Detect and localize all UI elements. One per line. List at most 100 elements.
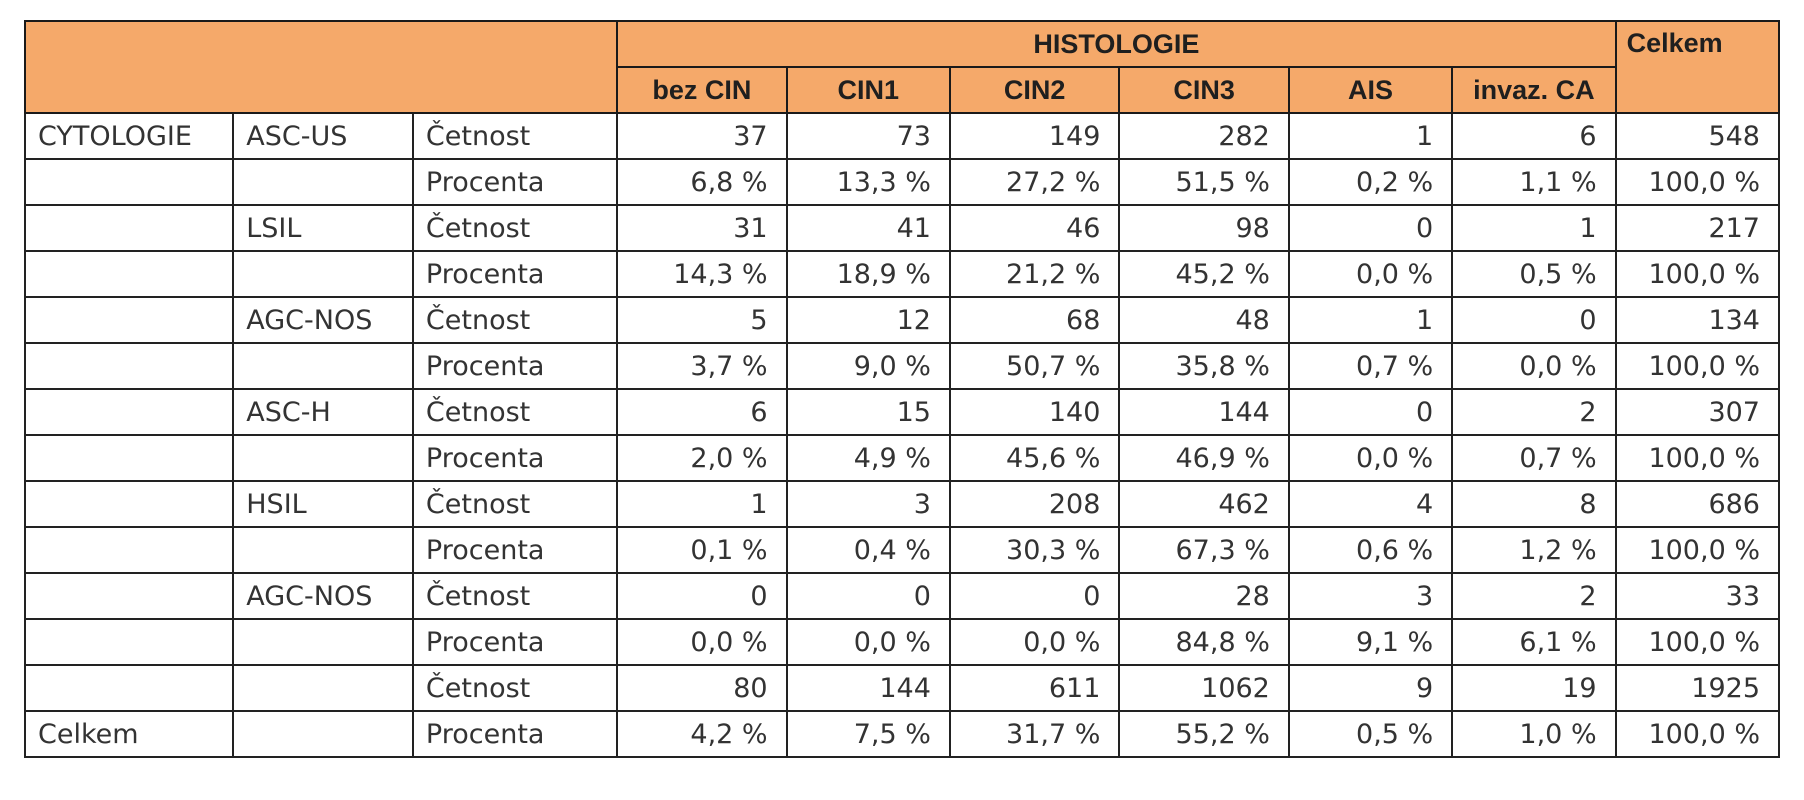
row-group-cell: [23, 664, 235, 712]
row-measure-cell: Procenta: [411, 618, 619, 666]
column-header: bez CIN: [616, 66, 788, 114]
table-row: AGC-NOS Četnost 0 0 0 28 3 2 33: [23, 572, 1781, 620]
row-category-cell: ASC-H: [232, 388, 414, 436]
row-group-cell: [23, 572, 235, 620]
value-cell: 149: [948, 112, 1121, 160]
value-cell: 12: [785, 296, 951, 344]
value-cell: 0,7 %: [1451, 434, 1617, 482]
value-cell: 208: [948, 480, 1121, 528]
value-cell: 0: [948, 572, 1121, 620]
row-category-cell: [232, 710, 414, 758]
total-cell: 1925: [1614, 664, 1781, 712]
value-cell: 67,3 %: [1118, 526, 1290, 574]
value-cell: 31,7 %: [948, 710, 1121, 758]
value-cell: 37: [616, 112, 788, 160]
value-cell: 21,2 %: [948, 250, 1121, 298]
value-cell: 3: [785, 480, 951, 528]
value-cell: 0,6 %: [1287, 526, 1454, 574]
value-cell: 1: [1451, 204, 1617, 252]
row-group-cell: [23, 618, 235, 666]
row-group-cell: [23, 388, 235, 436]
value-cell: 0: [1451, 296, 1617, 344]
value-cell: 0,0 %: [785, 618, 951, 666]
row-category-cell: [232, 250, 414, 298]
histologie-group-header: HISTOLOGIE: [616, 20, 1617, 68]
value-cell: 144: [1118, 388, 1290, 436]
value-cell: 1: [1287, 112, 1454, 160]
row-category-cell: [232, 434, 414, 482]
value-cell: 282: [1118, 112, 1290, 160]
value-cell: 18,9 %: [785, 250, 951, 298]
value-cell: 28: [1118, 572, 1290, 620]
row-category-cell: AGC-NOS: [232, 572, 414, 620]
value-cell: 84,8 %: [1118, 618, 1290, 666]
row-category-cell: [232, 158, 414, 206]
column-header: AIS: [1287, 66, 1454, 114]
table-wrapper: HISTOLOGIE Celkem bez CIN CIN1 CIN2 CIN3…: [23, 20, 1781, 758]
value-cell: 144: [785, 664, 951, 712]
row-group-cell: [23, 434, 235, 482]
value-cell: 9,1 %: [1287, 618, 1454, 666]
total-cell: 33: [1614, 572, 1781, 620]
value-cell: 1: [616, 480, 788, 528]
total-cell: 548: [1614, 112, 1781, 160]
total-cell: 100,0 %: [1614, 250, 1781, 298]
row-measure-cell: Procenta: [411, 250, 619, 298]
table-row: CYTOLOGIE ASC-US Četnost 37 73 149 282 1 6 548: [23, 112, 1781, 160]
value-cell: 6,8 %: [616, 158, 788, 206]
value-cell: 6,1 %: [1451, 618, 1617, 666]
value-cell: 45,2 %: [1118, 250, 1290, 298]
row-group-cell: Celkem: [23, 710, 235, 758]
row-measure-cell: Četnost: [411, 572, 619, 620]
value-cell: 46,9 %: [1118, 434, 1290, 482]
value-cell: 4,9 %: [785, 434, 951, 482]
value-cell: 5: [616, 296, 788, 344]
row-group-cell: [23, 526, 235, 574]
column-header: CIN3: [1118, 66, 1290, 114]
value-cell: 48: [1118, 296, 1290, 344]
row-measure-cell: Procenta: [411, 526, 619, 574]
value-cell: 1062: [1118, 664, 1290, 712]
table-row: Procenta 14,3 % 18,9 % 21,2 % 45,2 % 0,0 % 0,5…: [23, 250, 1781, 298]
value-cell: 15: [785, 388, 951, 436]
value-cell: 462: [1118, 480, 1290, 528]
row-group-cell: [23, 204, 235, 252]
table-row: LSIL Četnost 31 41 46 98 0 1 217: [23, 204, 1781, 252]
total-cell: 307: [1614, 388, 1781, 436]
row-measure-cell: Procenta: [411, 710, 619, 758]
table-row: Procenta 0,0 % 0,0 % 0,0 % 84,8 % 9,1 % 6,1 % 1…: [23, 618, 1781, 666]
value-cell: 1,1 %: [1451, 158, 1617, 206]
row-group-cell: [23, 250, 235, 298]
value-cell: 27,2 %: [948, 158, 1121, 206]
value-cell: 9,0 %: [785, 342, 951, 390]
row-measure-cell: Četnost: [411, 388, 619, 436]
row-measure-cell: Procenta: [411, 342, 619, 390]
row-category-cell: [232, 342, 414, 390]
value-cell: 7,5 %: [785, 710, 951, 758]
value-cell: 0: [616, 572, 788, 620]
table-row: ASC-H Četnost 6 15 140 144 0 2 307: [23, 388, 1781, 436]
value-cell: 3,7 %: [616, 342, 788, 390]
value-cell: 50,7 %: [948, 342, 1121, 390]
column-header: CIN2: [948, 66, 1121, 114]
value-cell: 1,2 %: [1451, 526, 1617, 574]
value-cell: 80: [616, 664, 788, 712]
value-cell: 0,5 %: [1451, 250, 1617, 298]
value-cell: 19: [1451, 664, 1617, 712]
table-row: Procenta 0,1 % 0,4 % 30,3 % 67,3 % 0,6 % 1,2 %…: [23, 526, 1781, 574]
value-cell: 68: [948, 296, 1121, 344]
total-cell: 134: [1614, 296, 1781, 344]
row-category-cell: ASC-US: [232, 112, 414, 160]
table-row: Procenta 2,0 % 4,9 % 45,6 % 46,9 % 0,0 % 0,7 %…: [23, 434, 1781, 482]
row-group-cell: CYTOLOGIE: [23, 112, 235, 160]
row-category-cell: [232, 618, 414, 666]
total-cell: 100,0 %: [1614, 526, 1781, 574]
total-cell: 100,0 %: [1614, 158, 1781, 206]
total-column-header: Celkem: [1614, 20, 1781, 114]
value-cell: 8: [1451, 480, 1617, 528]
value-cell: 0,1 %: [616, 526, 788, 574]
value-cell: 9: [1287, 664, 1454, 712]
value-cell: 0,0 %: [1451, 342, 1617, 390]
value-cell: 31: [616, 204, 788, 252]
table-row: Procenta 3,7 % 9,0 % 50,7 % 35,8 % 0,7 % 0,0 %…: [23, 342, 1781, 390]
